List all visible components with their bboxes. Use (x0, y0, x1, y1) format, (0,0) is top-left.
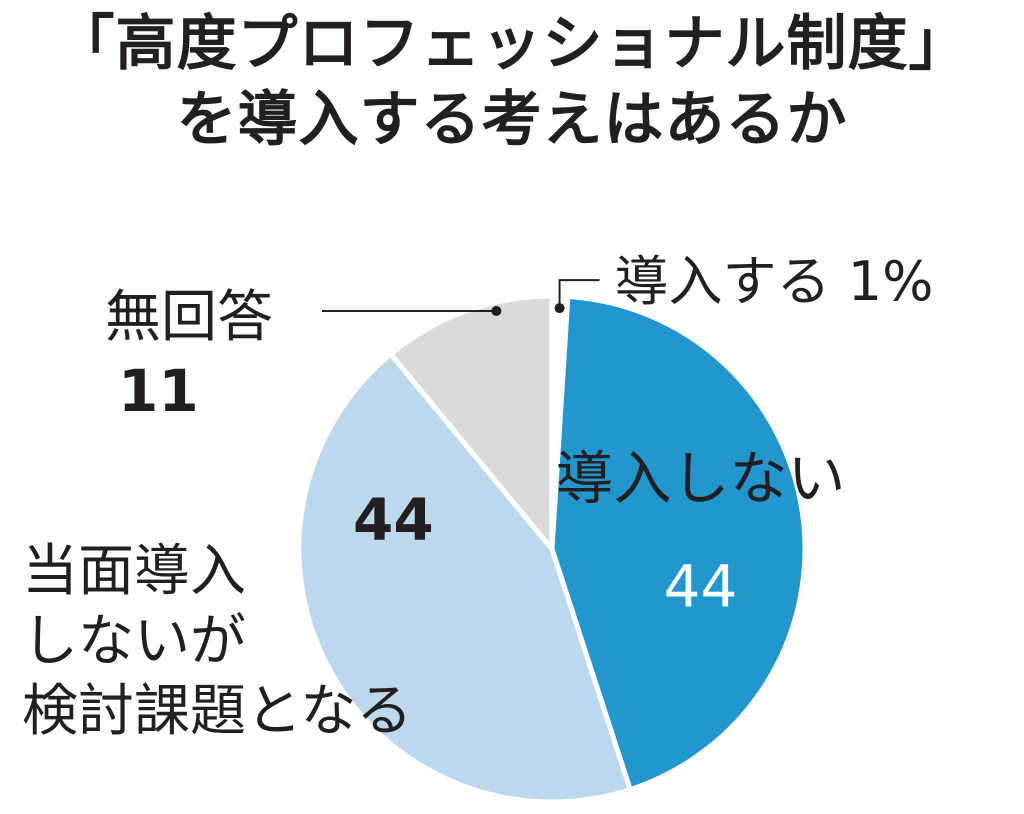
leader-line-slice-1 (558, 279, 600, 309)
value-slice-4: 11 (118, 357, 199, 425)
chart-title: 「高度プロフェッショナル制度」 を導入する考えはあるか (0, 6, 1024, 158)
label-slice-3-line-3: 検討課題となる (22, 679, 412, 744)
pie-slice-2 (549, 294, 808, 793)
label-slice-1: 導入する 1% (615, 250, 934, 313)
value-slice-2: 44 (664, 553, 738, 621)
label-slice-2: 導入しない (556, 445, 846, 513)
chart-title-line-1: 「高度プロフェッショナル制度」 (54, 9, 970, 79)
label-slice-4: 無回答 (105, 285, 273, 350)
pie-slices (296, 293, 808, 805)
chart-title-line-2: を導入する考えはあるか (176, 85, 848, 155)
pie-slice-3 (296, 351, 633, 805)
label-slice-3-line-1: 当面導入 (22, 539, 246, 604)
value-slice-3: 44 (353, 486, 434, 554)
label-slice-3-line-2: しないが (22, 609, 246, 674)
